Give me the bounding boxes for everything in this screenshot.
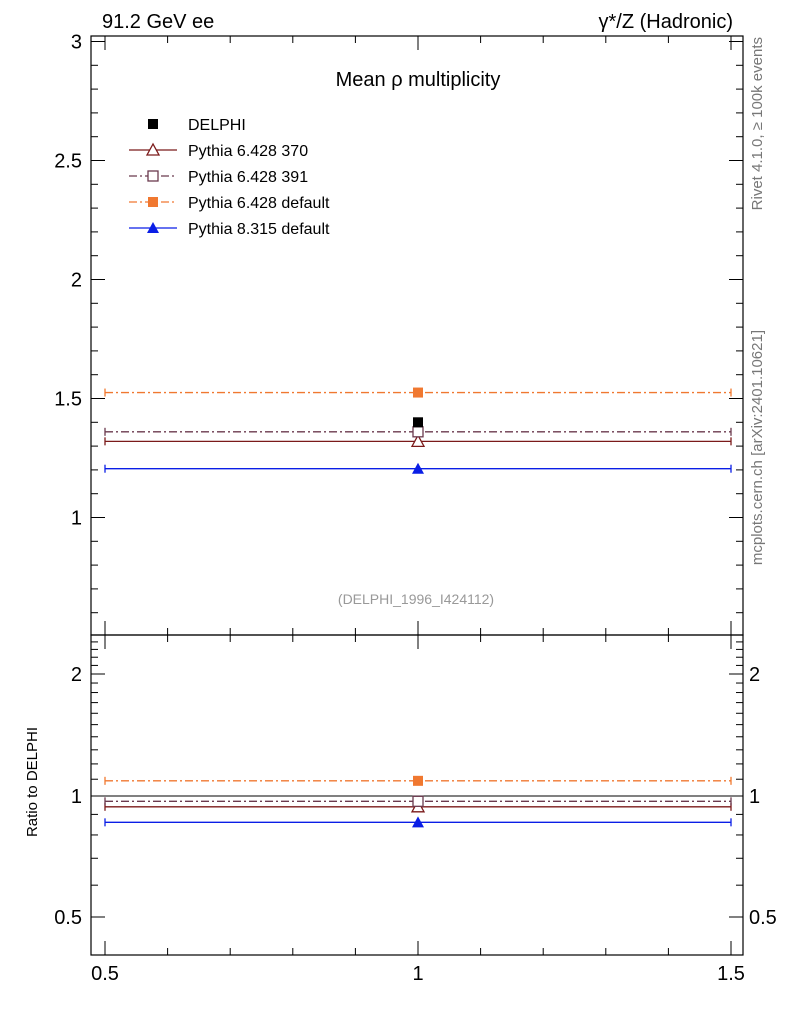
data-point-pythia-6-428-default [413,387,423,398]
ratio-y-tick-label: 1 [71,786,82,808]
legend-label-delphi: DELPHI [188,117,246,134]
side-text-rivet: Rivet 4.1.0, ≥ 100k events [749,37,766,210]
ratio-panel: 0.5 0.5 1 1 2 2 0.5 1 1.5 [54,634,777,985]
legend-marker-delphi [148,119,158,129]
y-tick-label: 1.5 [54,389,82,411]
ratio-ylabel: Ratio to DELPHI [24,727,41,837]
legend-label-pythia-8-315-default: Pythia 8.315 default [188,221,330,238]
legend-label-pythia-6-428-370: Pythia 6.428 370 [188,143,308,160]
ratio-point-pythia-6-428-default [413,775,423,786]
legend-marker-pythia-8-315-default [147,222,159,233]
ratio-y-tick-label-right: 0.5 [749,907,777,929]
y-tick-label: 2.5 [54,151,82,173]
x-tick-label: 1.5 [717,963,745,985]
x-tick-label: 0.5 [91,963,119,985]
chart-title: Mean ρ multiplicity [336,69,501,91]
y-tick-label: 3 [71,32,82,54]
ratio-point-pythia-8-315-default [412,816,424,828]
ratio-point-pythia-6-428-391 [412,795,424,807]
ratio-y-tick-label: 2 [71,664,82,686]
x-tick-label: 1 [412,963,423,985]
data-point-delphi [413,417,423,428]
legend-label-pythia-6-428-391: Pythia 6.428 391 [188,169,308,186]
data-point-pythia-6-428-370 [410,433,426,447]
ratio-y-tick-label-right: 2 [749,664,760,686]
data-point-pythia-8-315-default [412,462,424,474]
legend: DELPHI Pythia 6.428 370 Pythia 6.428 391 Py… [129,117,330,238]
ratio-y-tick-label: 0.5 [54,907,82,929]
side-text-mcplots: mcplots.cern.ch [arXiv:2401.10621] [749,330,766,565]
legend-label-pythia-6-428-default: Pythia 6.428 default [188,195,330,212]
legend-marker-pythia-6-428-default [148,197,158,207]
legend-marker-pythia-6-428-370 [145,142,161,156]
ratio-y-tick-label-right: 1 [749,786,760,808]
header-right: γ*/Z (Hadronic) [599,11,733,33]
ratio-frame [90,634,744,956]
y-tick-label: 1 [71,508,82,530]
header-left: 91.2 GeV ee [102,11,214,33]
data-point-pythia-6-428-391 [412,426,424,438]
legend-marker-pythia-6-428-391 [147,170,159,182]
y-tick-label: 2 [71,270,82,292]
watermark: (DELPHI_1996_I424112) [338,591,494,607]
